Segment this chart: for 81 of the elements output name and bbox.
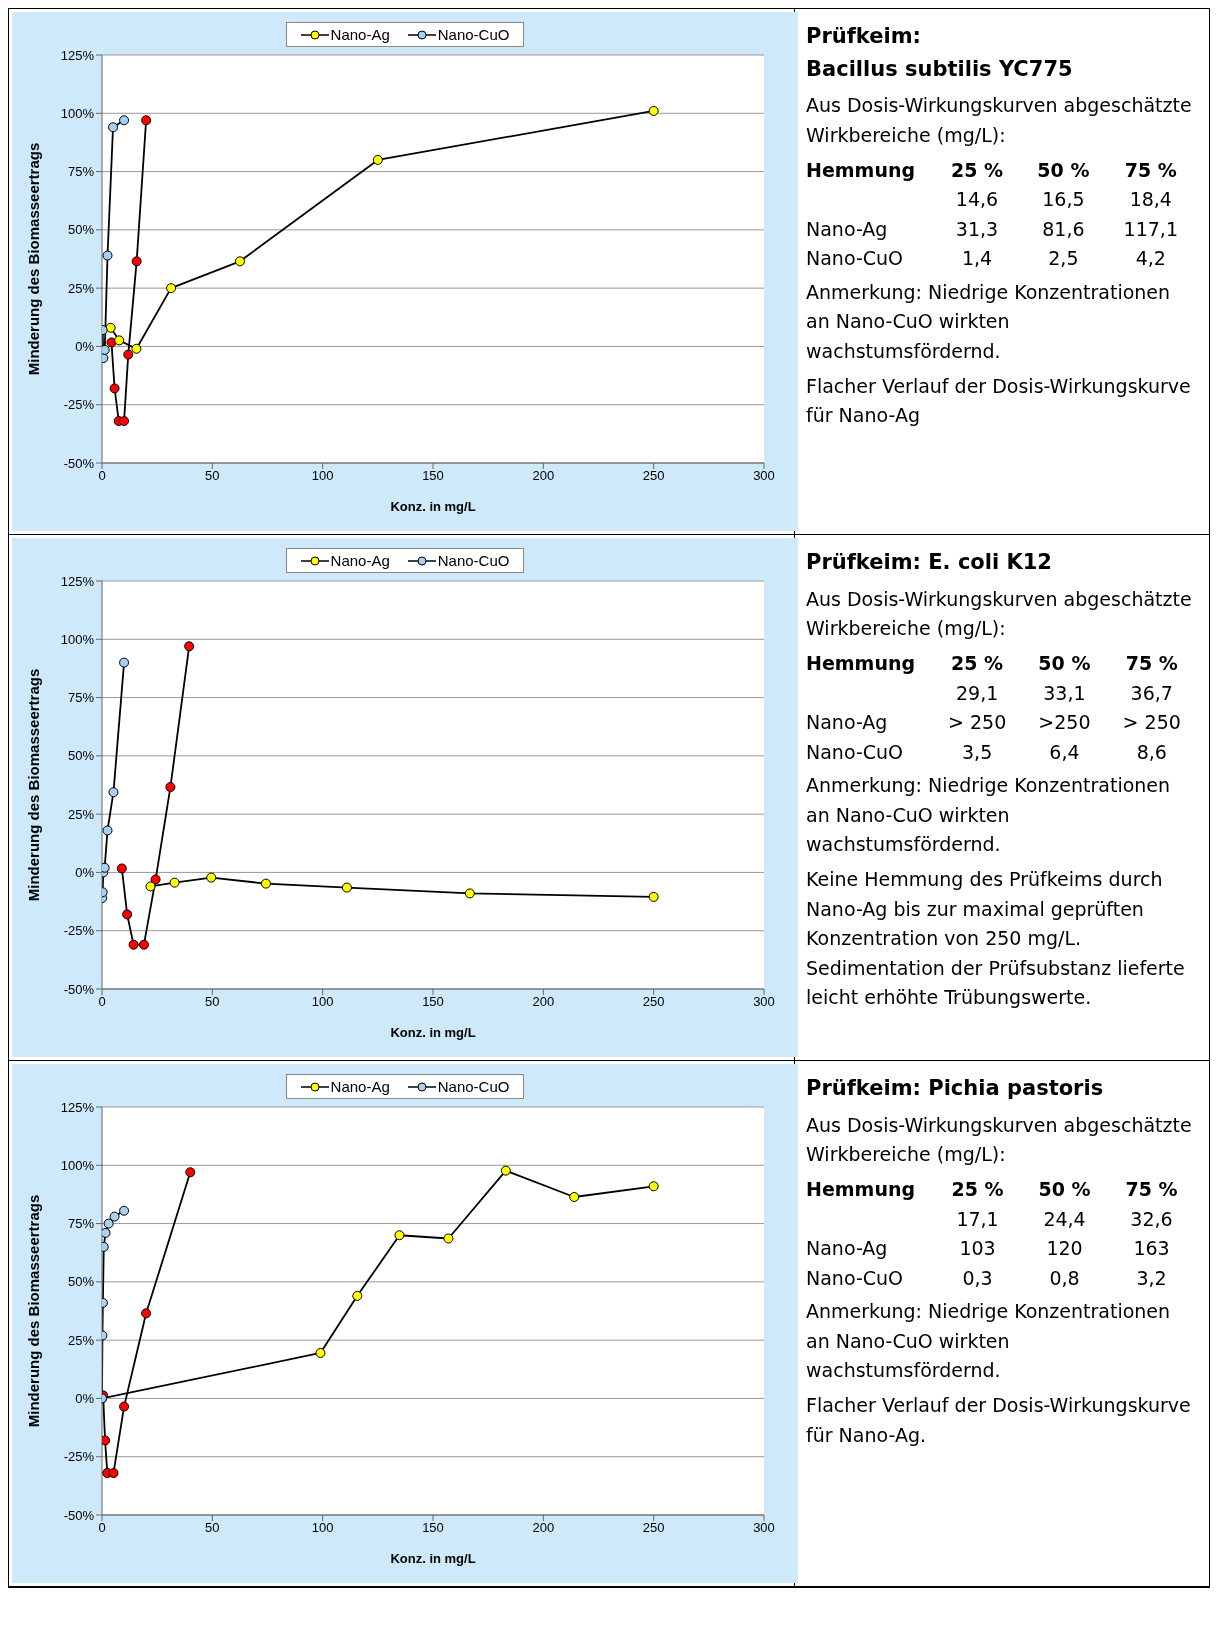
y-tick-label: 75% [67, 690, 95, 706]
text: Hemmung 25 % 50 % 75 % [806, 1178, 1178, 1201]
x-tick-label: 100 [311, 1520, 334, 1536]
y-tick-label: 25% [67, 280, 95, 296]
text: Aus Dosis-Wirkungskurven abgeschätzte Wirkbereiche (mg/L): [806, 1112, 1193, 1167]
text: 14,6 16,5 18,4 [955, 188, 1172, 211]
x-tick-label: 50 [205, 1520, 220, 1536]
text: Flacher Verlauf der Dosis-Wirkungskurve für Nano-Ag [806, 374, 1192, 429]
y-tick-label: 0% [75, 1391, 95, 1407]
text: Nano-Ag 31,3 81,6 117,1 [806, 217, 1178, 240]
legend-label: Nano-CuO [437, 1078, 510, 1095]
text: Hemmung 25 % 50 % 75 % [806, 158, 1177, 181]
x-axis-title: Konz. in mg/L [390, 1025, 476, 1040]
x-tick-label: 100 [311, 994, 334, 1010]
text: Nano-CuO 0,3 0,8 3,2 [806, 1266, 1167, 1289]
text: Prüfkeim: Pichia pastoris [806, 1075, 1105, 1102]
y-tick-label: 0% [75, 865, 95, 881]
legend-label: Nano-CuO [437, 26, 510, 43]
x-axis-title: Konz. in mg/L [390, 499, 476, 514]
x-tick-label: 0 [98, 1520, 106, 1536]
x-tick-label: 250 [642, 468, 665, 484]
text: Anmerkung: Niedrige Konzentrationen an Nano-CuO wirkten wachstumsfördernd. [806, 773, 1172, 858]
y-tick-label: 75% [67, 164, 95, 180]
x-tick-label: 100 [311, 468, 334, 484]
text: Aus Dosis-Wirkungskurven abgeschätzte Wirkbereiche (mg/L): [806, 93, 1193, 148]
legend-label: Nano-Ag [330, 552, 390, 569]
text: Hemmung 25 % 50 % 75 % [806, 652, 1178, 675]
y-tick-label: -25% [63, 923, 95, 939]
x-tick-label: 300 [753, 994, 775, 1010]
text: Prüfkeim: Bacillus subtilis YC775 [806, 23, 1074, 83]
x-axis-title: Konz. in mg/L [390, 1551, 476, 1566]
y-axis-title: Minderung des Biomasseertrags [25, 668, 43, 902]
text: Anmerkung: Niedrige Konzentrationen an Nano-CuO wirkten wachstumsfördernd. [806, 1299, 1172, 1384]
x-tick-label: 200 [532, 1520, 555, 1536]
x-tick-label: 200 [532, 468, 555, 484]
y-tick-label: 100% [60, 105, 95, 121]
x-tick-label: 250 [642, 1520, 665, 1536]
y-axis-title: Minderung des Biomasseertrags [25, 1194, 43, 1428]
legend-label: Nano-Ag [330, 26, 390, 43]
y-tick-label: 50% [67, 222, 95, 238]
legend-label: Nano-CuO [437, 552, 510, 569]
text: 29,1 33,1 36,7 [955, 681, 1173, 704]
y-tick-label: 0% [75, 339, 95, 355]
text: Nano-CuO 1,4 2,5 4,2 [806, 247, 1166, 270]
x-tick-label: 150 [422, 468, 444, 484]
x-tick-label: 200 [532, 994, 555, 1010]
x-tick-label: 0 [98, 468, 106, 484]
x-tick-label: 150 [422, 994, 444, 1010]
y-tick-label: 125% [60, 47, 95, 63]
x-tick-label: 50 [205, 994, 220, 1010]
y-tick-label: -50% [63, 1507, 95, 1523]
y-tick-label: 50% [67, 1274, 95, 1290]
y-tick-label: -25% [63, 1449, 95, 1465]
x-tick-label: 250 [642, 994, 665, 1010]
y-tick-label: 75% [67, 1216, 95, 1232]
text: Nano-Ag 103 120 163 [806, 1237, 1170, 1260]
x-tick-label: 50 [205, 468, 220, 484]
x-tick-label: 150 [422, 1520, 444, 1536]
y-tick-label: -50% [63, 455, 95, 471]
text: Anmerkung: Niedrige Konzentrationen an Nano-CuO wirkten wachstumsfördernd. [806, 279, 1172, 364]
text: Keine Hemmung des Prüfkeims durch Nano-Ag bis zur maximal geprüften Konzentration von 250 mg/L. Sedimentation der Prüfsubstanz lieferte leicht erhöhte Trübungswerte. [806, 867, 1186, 1011]
y-tick-label: 100% [60, 1157, 95, 1173]
x-tick-label: 300 [753, 468, 775, 484]
x-tick-label: 0 [98, 994, 106, 1010]
text: 17,1 24,4 32,6 [956, 1207, 1173, 1230]
text: Aus Dosis-Wirkungskurven abgeschätzte Wirkbereiche (mg/L): [806, 586, 1193, 641]
y-tick-label: 100% [60, 631, 95, 647]
text: Nano-CuO 3,5 6,4 8,6 [806, 740, 1167, 763]
text: Prüfkeim: E. coli K12 [806, 549, 1053, 576]
text: Flacher Verlauf der Dosis-Wirkungskurve für Nano-Ag. [806, 1393, 1192, 1448]
legend-label: Nano-Ag [330, 1078, 390, 1095]
y-tick-label: 125% [60, 573, 95, 589]
y-tick-label: -25% [63, 397, 95, 413]
text: Nano-Ag > 250 >250 > 250 [806, 711, 1181, 734]
x-tick-label: 300 [753, 1520, 775, 1536]
y-tick-label: 25% [67, 806, 95, 822]
y-axis-title: Minderung des Biomasseertrags [25, 142, 43, 376]
y-tick-label: 125% [60, 1099, 95, 1115]
y-tick-label: -50% [63, 981, 95, 997]
y-tick-label: 50% [67, 748, 95, 764]
y-tick-label: 25% [67, 1332, 95, 1348]
